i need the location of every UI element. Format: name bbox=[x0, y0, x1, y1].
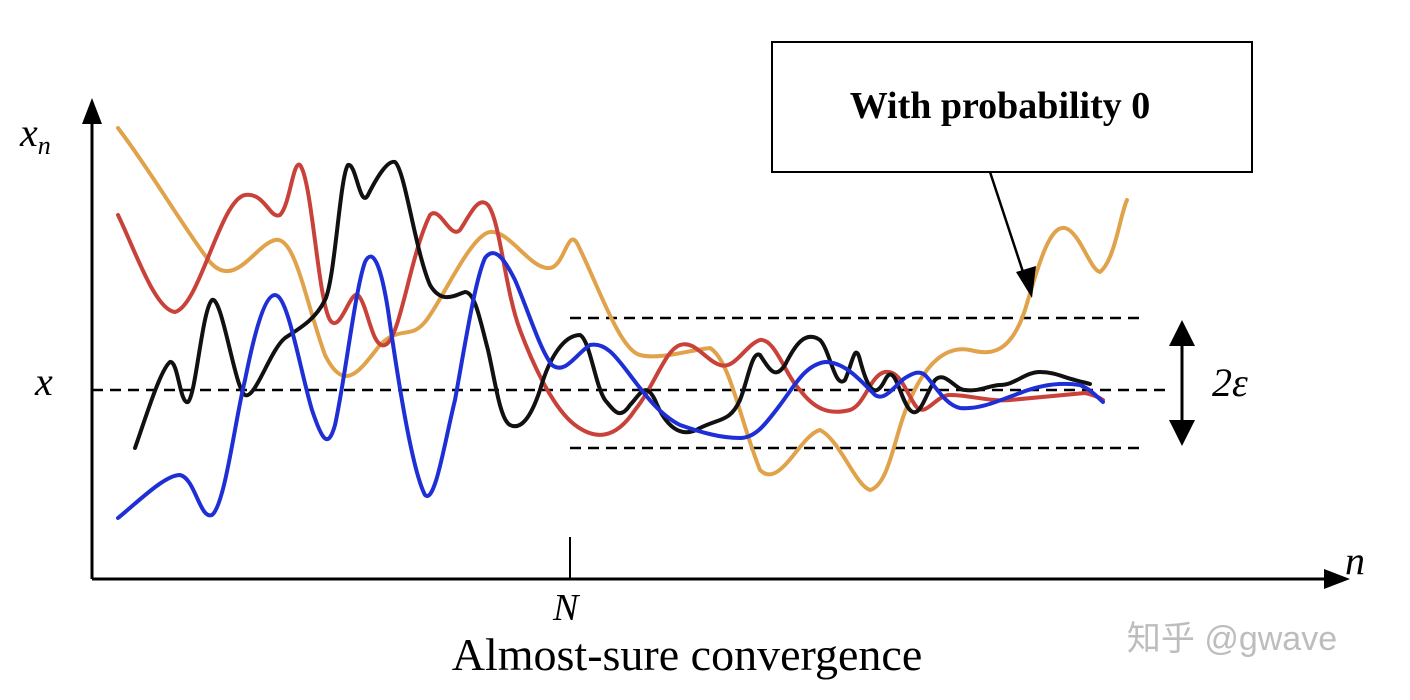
n-label: N bbox=[552, 587, 581, 629]
callout: With probability 0 bbox=[771, 41, 1253, 298]
epsilon-arrow-bottom bbox=[1169, 420, 1195, 446]
callout-pointer bbox=[988, 171, 1028, 282]
x-axis-arrowhead bbox=[1324, 569, 1350, 589]
epsilon-label: 2ε bbox=[1212, 360, 1248, 405]
callout-pointer-head bbox=[1016, 266, 1036, 298]
y-axis-label-subscript: n bbox=[38, 131, 51, 160]
x-axis-label: n bbox=[1345, 538, 1365, 583]
orange-path bbox=[116, 126, 1129, 492]
sample-paths bbox=[116, 126, 1129, 520]
caption: Almost-sure convergence bbox=[452, 629, 923, 680]
axes bbox=[82, 98, 1350, 589]
epsilon-arrow bbox=[1169, 320, 1195, 446]
watermark: 知乎 @gwave bbox=[1127, 620, 1337, 658]
black-path bbox=[133, 159, 1092, 450]
y-axis-label: xn bbox=[19, 110, 51, 160]
epsilon-arrow-top bbox=[1169, 320, 1195, 346]
y-axis-arrowhead bbox=[82, 98, 102, 124]
reference-lines bbox=[92, 316, 1165, 450]
red-path bbox=[116, 162, 1105, 437]
limit-label: x bbox=[34, 359, 53, 404]
blue-path bbox=[116, 251, 1105, 520]
callout-text: With probability 0 bbox=[850, 85, 1151, 127]
callout-box bbox=[771, 41, 1253, 173]
